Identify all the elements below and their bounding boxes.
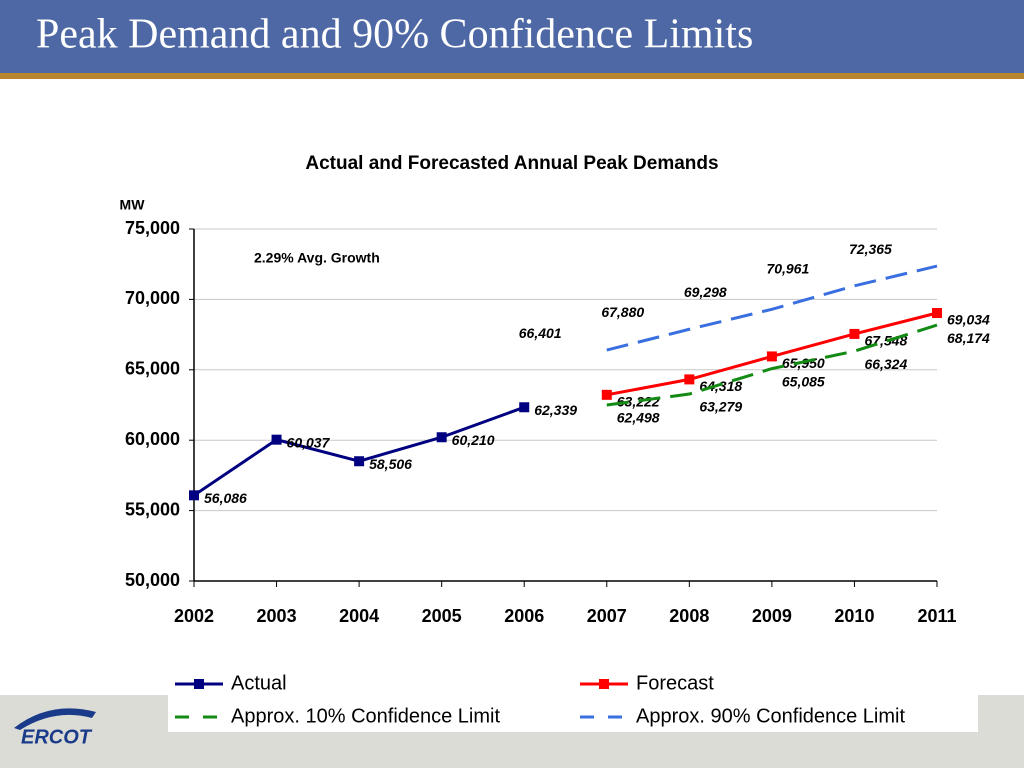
- y-tick-label: 50,000: [125, 570, 180, 590]
- point-marker: [766, 351, 777, 362]
- data-label: 72,365: [849, 241, 892, 257]
- point-marker: [271, 434, 282, 445]
- y-tick-label: 65,000: [125, 359, 180, 379]
- x-tick-label: 2009: [752, 606, 792, 626]
- data-label: 70,961: [766, 261, 809, 277]
- header-band: [0, 0, 1024, 73]
- x-tick-label: 2004: [339, 606, 379, 626]
- series-line: [606, 323, 938, 407]
- logo-swoosh: [14, 708, 96, 730]
- logo: ERCOT: [21, 726, 93, 748]
- x-tick-label: 2008: [669, 606, 709, 626]
- data-label: 60,210: [452, 432, 495, 448]
- y-tick-label: 75,000: [125, 218, 180, 238]
- point-marker: [684, 374, 695, 385]
- point-marker: [849, 328, 860, 339]
- y-tick-label: 60,000: [125, 429, 180, 449]
- data-label: 69,034: [947, 312, 990, 328]
- point-marker: [519, 402, 530, 413]
- point-marker: [189, 490, 199, 501]
- data-label: 60,037: [287, 434, 331, 450]
- y-tick-label: 70,000: [125, 288, 180, 308]
- annotation: 2.29% Avg. Growth: [254, 250, 380, 266]
- data-label: 67,880: [601, 304, 644, 320]
- point-marker: [436, 432, 447, 443]
- data-label: 62,498: [617, 410, 660, 426]
- data-label: 66,324: [864, 356, 907, 372]
- data-label: 64,318: [699, 378, 742, 394]
- slide-title: Peak Demand and 90% Confidence Limits: [36, 12, 753, 58]
- chart-title: Actual and Forecasted Annual Peak Demand…: [305, 153, 718, 174]
- data-label: 66,401: [519, 325, 562, 341]
- data-label: 69,298: [684, 284, 727, 300]
- x-tick-label: 2002: [174, 606, 214, 626]
- header-rule: [0, 73, 1024, 79]
- point-marker: [932, 308, 942, 319]
- legend-label: Approx. 10% Confidence Limit: [231, 705, 500, 727]
- legend-label: Actual: [231, 672, 287, 694]
- series-line: [606, 264, 938, 352]
- x-tick-label: 2006: [504, 606, 544, 626]
- data-label: 62,339: [534, 402, 577, 418]
- legend-label: Forecast: [636, 672, 714, 694]
- data-label: 58,506: [369, 456, 412, 472]
- data-label: 63,222: [617, 394, 660, 410]
- point-marker: [601, 389, 612, 400]
- x-tick-label: 2003: [257, 606, 297, 626]
- data-label: 65,085: [782, 373, 825, 389]
- legend-box: [168, 670, 978, 732]
- x-tick-label: 2005: [422, 606, 462, 626]
- point-marker: [354, 456, 365, 467]
- data-label: 68,174: [947, 330, 990, 346]
- x-tick-label: 2010: [834, 606, 874, 626]
- x-tick-label: 2011: [917, 606, 956, 626]
- legend-label: Approx. 90% Confidence Limit: [636, 705, 905, 727]
- data-label: 63,279: [699, 399, 742, 415]
- legend-marker: [194, 679, 204, 689]
- y-axis-label: MW: [120, 197, 146, 213]
- data-label: 56,086: [204, 490, 247, 506]
- legend-marker: [599, 679, 609, 689]
- y-tick-label: 55,000: [125, 499, 180, 519]
- x-tick-label: 2007: [587, 606, 627, 626]
